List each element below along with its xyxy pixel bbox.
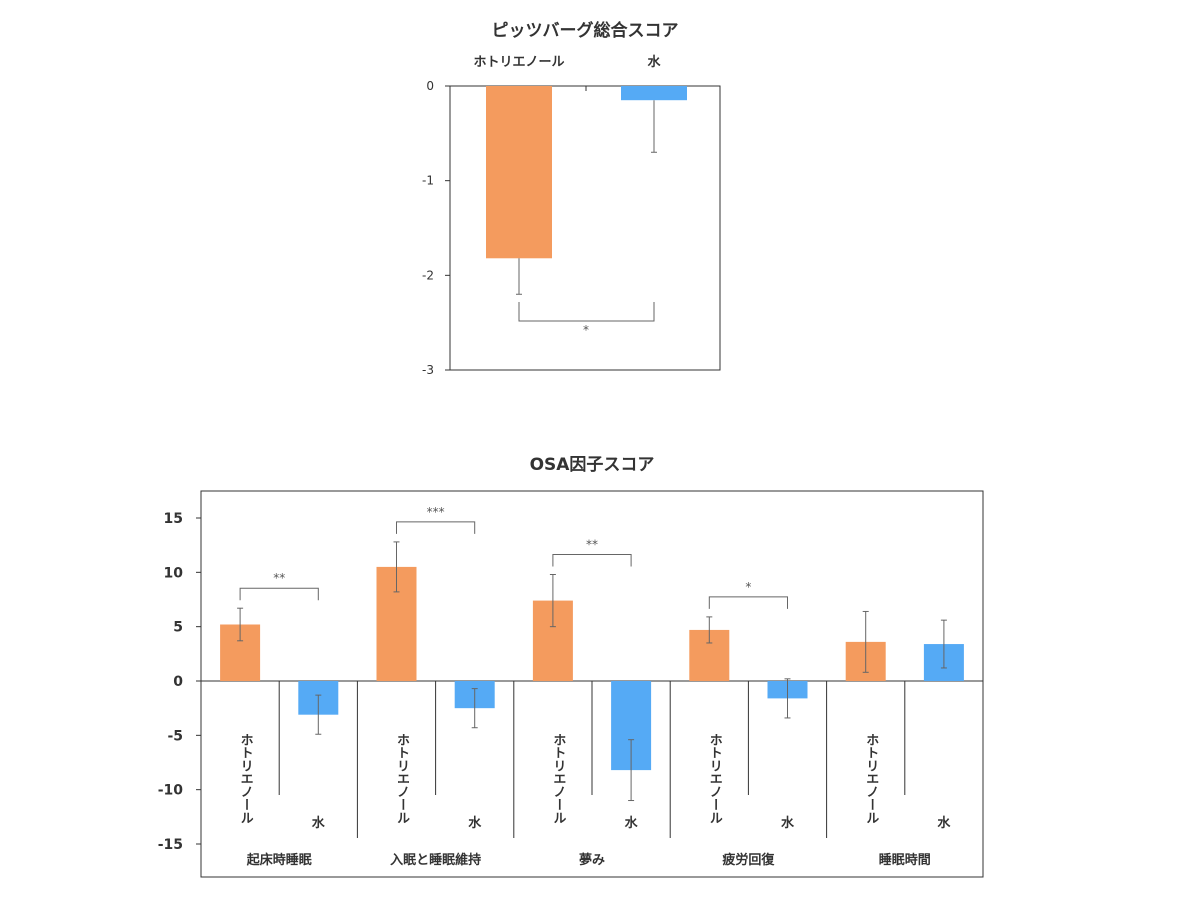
chart2-ytick-label: -10	[158, 783, 184, 799]
chart2-group-label: 起床時睡眠	[246, 852, 312, 868]
chart1-title: ピッツバーグ総合スコア	[492, 20, 679, 41]
chart1-ytick-label: 0	[426, 79, 434, 93]
chart2-significance-bracket	[239, 587, 319, 601]
chart1-plot-frame	[449, 85, 721, 371]
chart2-significance-bracket	[708, 596, 788, 609]
chart2-significance-label: ***	[427, 505, 445, 519]
chart2-title: OSA因子スコア	[530, 455, 655, 475]
chart1-ytick-label: -2	[422, 268, 434, 282]
chart1-significance-label: *	[583, 323, 589, 337]
chart2-ytick-label: 5	[173, 620, 183, 636]
chart2-significance-label: **	[586, 538, 598, 552]
chart1-ytick-label: -1	[422, 174, 434, 188]
chart2-significance-label: *	[745, 580, 751, 594]
chart2-group-label: 睡眠時間	[879, 852, 931, 868]
chart2-plot-frame	[200, 490, 984, 878]
chart1-category-label: 水	[647, 54, 661, 70]
chart1-bar	[486, 86, 552, 259]
chart1-ytick-label: -3	[422, 363, 434, 377]
chart2-series-label: 水	[625, 815, 639, 831]
chart2-series-label: 水	[312, 815, 326, 831]
chart2-group-label: 入眠と睡眠維持	[390, 852, 481, 868]
chart1-significance-bracket	[518, 302, 655, 322]
chart2-ytick-label: 0	[173, 674, 183, 690]
chart2-ytick-label: 10	[164, 565, 184, 581]
chart2-significance-label: **	[273, 571, 285, 585]
chart2-series-label: ホトリエノール	[707, 733, 723, 824]
chart2-ytick-label: 15	[164, 511, 183, 527]
chart2-group-label: 疲労回復	[722, 852, 775, 868]
chart1-category-label: ホトリエノール	[473, 55, 564, 70]
chart2-series-label: 水	[468, 815, 482, 831]
chart2-series-label: ホトリエノール	[550, 733, 566, 824]
chart2-series-label: ホトリエノール	[238, 733, 254, 824]
chart2-series-label: 水	[781, 815, 795, 831]
chart2-ytick-label: -5	[167, 728, 183, 744]
chart1-bar	[621, 86, 687, 101]
chart2-group-label: 夢み	[579, 852, 605, 868]
chart2-significance-bracket	[552, 554, 632, 567]
chart2-significance-bracket	[396, 521, 476, 534]
chart2-ytick-label: -15	[158, 837, 183, 853]
chart2-series-label: ホトリエノール	[394, 733, 410, 824]
chart2-series-label: ホトリエノール	[863, 733, 879, 824]
chart2-series-label: 水	[937, 815, 951, 831]
